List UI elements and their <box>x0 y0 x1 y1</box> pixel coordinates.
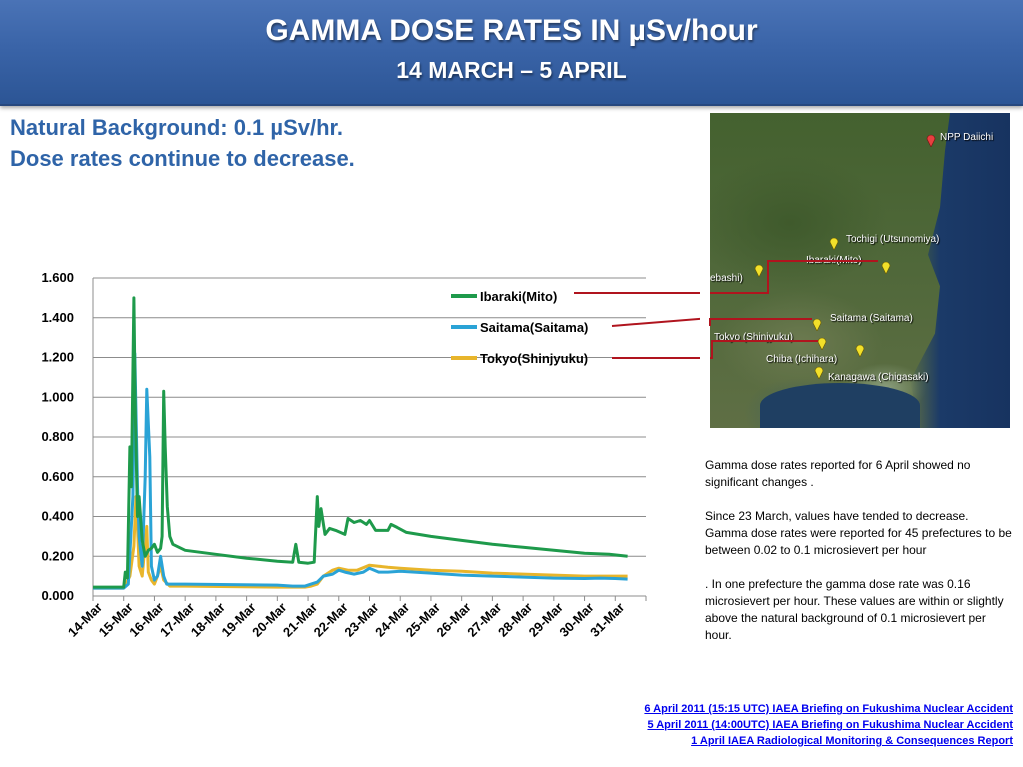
description-paragraph-3: . In one prefecture the gamma dose rate … <box>705 577 1004 642</box>
y-tick-label: 0.200 <box>41 548 74 563</box>
y-tick-label: 0.600 <box>41 469 74 484</box>
references: 6 April 2011 (15:15 UTC) IAEA Briefing o… <box>644 701 1013 749</box>
y-tick-labels: 0.000 0.200 0.400 0.600 0.800 1.000 1.200 1.400… <box>41 270 74 603</box>
y-tick-label: 1.600 <box>41 270 74 285</box>
description-paragraph-1: Gamma dose rates reported for 6 April sh… <box>705 458 971 489</box>
reference-link-3[interactable]: 1 April IAEA Radiological Monitoring & C… <box>691 735 1013 747</box>
reference-link-2[interactable]: 5 April 2011 (14:00UTC) IAEA Briefing on… <box>647 719 1013 731</box>
x-tick-label: 31-Mar <box>587 600 627 640</box>
pin-chiba-icon <box>855 344 865 357</box>
y-tick-label: 0.400 <box>41 509 74 524</box>
map-label-tochigi: Tochigi (Utsunomiya) <box>846 234 940 245</box>
page-subtitle: 14 MARCH – 5 APRIL <box>396 57 627 83</box>
y-tick-label: 1.000 <box>41 389 74 404</box>
intro-line-trend: Dose rates continue to decrease. <box>10 146 355 171</box>
map-label-chiba: Chiba (Ichihara) <box>766 354 838 365</box>
legend-label: Saitama(Saitama) <box>480 320 588 335</box>
reference-link-1[interactable]: 6 April 2011 (15:15 UTC) IAEA Briefing o… <box>644 703 1013 715</box>
page-title: GAMMA DOSE RATES IN µSv/hour <box>265 14 758 47</box>
chart-series <box>93 296 628 590</box>
description-panel: Gamma dose rates reported for 6 April sh… <box>705 457 1013 661</box>
pin-gunma-icon <box>754 264 764 277</box>
map-label-gunma: ebashi) <box>710 273 743 284</box>
series-line <box>93 296 628 589</box>
description-paragraph-2: Since 23 March, values have tended to de… <box>705 509 1012 557</box>
x-tick-labels: 14-Mar15-Mar16-Mar17-Mar18-Mar19-Mar20-M… <box>65 596 647 640</box>
pin-kanagawa-icon <box>814 366 824 379</box>
legend-connectors <box>574 292 700 359</box>
chart-gridlines <box>93 277 646 557</box>
dose-rate-chart: 0.000 0.200 0.400 0.600 0.800 1.000 1.200 1.400… <box>41 270 700 640</box>
series-line <box>93 352 628 590</box>
map-bay <box>760 383 920 428</box>
legend-label: Tokyo(Shinjyuku) <box>480 351 588 366</box>
pin-saitama-icon <box>812 318 822 331</box>
map-label-ibaraki: Ibaraki(Mito) <box>806 255 862 266</box>
legend-label: Ibaraki(Mito) <box>480 289 557 304</box>
map-label-tokyo: Tokyo (Shinjyuku) <box>714 332 793 343</box>
y-tick-label: 0.800 <box>41 429 74 444</box>
chart-legend: Ibaraki(Mito) Saitama(Saitama) Tokyo(Shinj… <box>451 289 588 366</box>
pin-tokyo-icon <box>817 337 827 350</box>
pin-ibaraki-icon <box>881 261 891 274</box>
pin-npp-daiichi-icon <box>926 134 936 147</box>
intro-line-background: Natural Background: 0.1 µSv/hr. <box>10 115 343 140</box>
y-tick-label: 1.400 <box>41 310 74 325</box>
map-label-npp-daiichi: NPP Daiichi <box>940 132 994 143</box>
legend-connector <box>611 317 700 327</box>
region-map: NPP Daiichi Tochigi (Utsunomiya) Ibaraki… <box>710 113 1010 428</box>
y-tick-label: 1.200 <box>41 350 74 365</box>
title-bar: GAMMA DOSE RATES IN µSv/hour 14 MARCH – … <box>0 0 1023 106</box>
map-label-saitama: Saitama (Saitama) <box>830 313 913 324</box>
y-tick-label: 0.000 <box>41 588 74 603</box>
pin-tochigi-icon <box>829 237 839 250</box>
map-label-kanagawa: Kanagawa (Chigasaki) <box>828 372 929 383</box>
